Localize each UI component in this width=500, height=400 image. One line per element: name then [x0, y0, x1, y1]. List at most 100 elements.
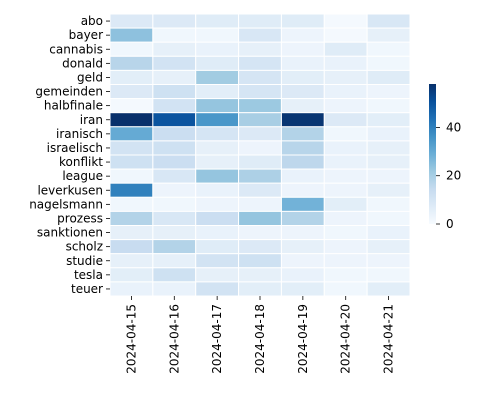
y-tick-label: gemeinden: [35, 85, 103, 99]
x-tick-label: 2024-04-21: [382, 304, 396, 374]
heatmap-cell: [366, 140, 411, 156]
heatmap-cell: [238, 55, 282, 71]
y-tick-label: league: [62, 169, 103, 183]
heatmap-cell: [195, 13, 240, 29]
heatmap-cell: [195, 27, 240, 43]
heatmap-cell: [280, 126, 325, 142]
heatmap-cell: [109, 140, 154, 156]
heatmap-cell: [109, 84, 154, 100]
heatmap-cell: [109, 98, 154, 114]
heatmap-cell: [238, 267, 282, 283]
heatmap-cell: [323, 84, 368, 100]
x-tick-label: 2024-04-17: [210, 304, 224, 374]
heatmap-cell: [238, 84, 282, 100]
heatmap-cell: [366, 281, 411, 297]
heatmap-cell: [280, 13, 325, 29]
y-tick-label: abo: [81, 14, 103, 28]
heatmap-cell: [238, 69, 282, 86]
y-tick-label: prozess: [57, 211, 103, 225]
heatmap-cell: [238, 13, 282, 29]
heatmap-cell: [280, 154, 325, 170]
y-tick-label: studie: [66, 254, 103, 268]
heatmap-cell: [280, 196, 325, 212]
heatmap-cell: [238, 98, 282, 114]
heatmap-cell: [323, 41, 368, 57]
heatmap-cell: [152, 210, 197, 226]
colorbar-ticks: 0 20 40: [436, 120, 461, 231]
heatmap-cell: [152, 196, 197, 212]
heatmap-cell: [323, 267, 368, 283]
x-tick-label: 2024-04-18: [253, 304, 267, 374]
heatmap-cell: [366, 41, 411, 57]
heatmap-cell: [280, 182, 325, 198]
heatmap-cell: [323, 168, 368, 184]
heatmap-cell: [238, 154, 282, 170]
heatmap-cell: [366, 182, 411, 198]
heatmap-cell: [109, 239, 154, 255]
heatmap-cell: [238, 41, 282, 57]
colorbar: 0 20 40: [429, 84, 461, 231]
heatmap-cell: [366, 239, 411, 255]
heatmap-cell: [152, 13, 197, 29]
heatmap-cell: [195, 239, 240, 255]
heatmap-cell: [109, 168, 154, 184]
y-tick-label: nagelsmann: [29, 197, 103, 211]
y-tick-label: leverkusen: [37, 183, 103, 197]
heatmap-cell: [238, 140, 282, 156]
heatmap-cell: [152, 267, 197, 283]
heatmap-cell: [366, 27, 411, 43]
heatmap-cell: [152, 112, 197, 128]
y-tick-label: donald: [62, 56, 103, 70]
colorbar-tick-label: 20: [446, 169, 461, 183]
colorbar-tick-label: 40: [446, 120, 461, 134]
heatmap-cell: [109, 55, 154, 71]
heatmap-cell: [366, 154, 411, 170]
colorbar-tick-label: 0: [446, 217, 454, 231]
heatmap-cell: [323, 154, 368, 170]
heatmap-cell: [238, 27, 282, 43]
y-tick-label: israelisch: [47, 141, 103, 155]
heatmap-cell: [195, 210, 240, 226]
heatmap-cell: [323, 140, 368, 156]
heatmap-cell: [152, 239, 197, 255]
heatmap-cell: [323, 182, 368, 198]
colorbar-gradient: [429, 84, 436, 224]
heatmap-cell: [366, 112, 411, 128]
y-tick-label: tesla: [74, 268, 103, 282]
heatmap-cell: [238, 239, 282, 255]
heatmap-cell: [323, 69, 368, 86]
heatmap-cell: [109, 210, 154, 226]
heatmap-cell: [366, 253, 411, 269]
y-tick-label: geld: [77, 70, 103, 84]
heatmap-cell: [323, 281, 368, 297]
heatmap-cell: [152, 182, 197, 198]
heatmap-cell: [195, 182, 240, 198]
heatmap-cell: [366, 84, 411, 100]
heatmap-cell: [366, 69, 411, 86]
heatmap-cell: [280, 98, 325, 114]
heatmap-cell: [280, 27, 325, 43]
x-tick-label: 2024-04-19: [296, 304, 310, 374]
heatmap-cell: [323, 13, 368, 29]
heatmap-cell: [152, 84, 197, 100]
heatmap-cell: [323, 55, 368, 71]
heatmap-cell: [195, 126, 240, 142]
heatmap-cell: [323, 196, 368, 212]
heatmap-cell: [195, 84, 240, 100]
heatmap-cell: [366, 196, 411, 212]
heatmap-cell: [366, 126, 411, 142]
heatmap-cell: [323, 27, 368, 43]
heatmap-cell: [195, 41, 240, 57]
heatmap-cell: [323, 225, 368, 241]
heatmap-cell: [109, 182, 154, 198]
heatmap-cell: [109, 253, 154, 269]
heatmap-cell: [280, 84, 325, 100]
y-tick-label: sanktionen: [37, 226, 103, 240]
heatmap-cell: [195, 140, 240, 156]
heatmap-cell: [280, 253, 325, 269]
heatmap-cell: [109, 267, 154, 283]
heatmap-cell: [195, 154, 240, 170]
heatmap-cell: [238, 281, 282, 297]
y-tick-label: cannabis: [49, 42, 103, 56]
